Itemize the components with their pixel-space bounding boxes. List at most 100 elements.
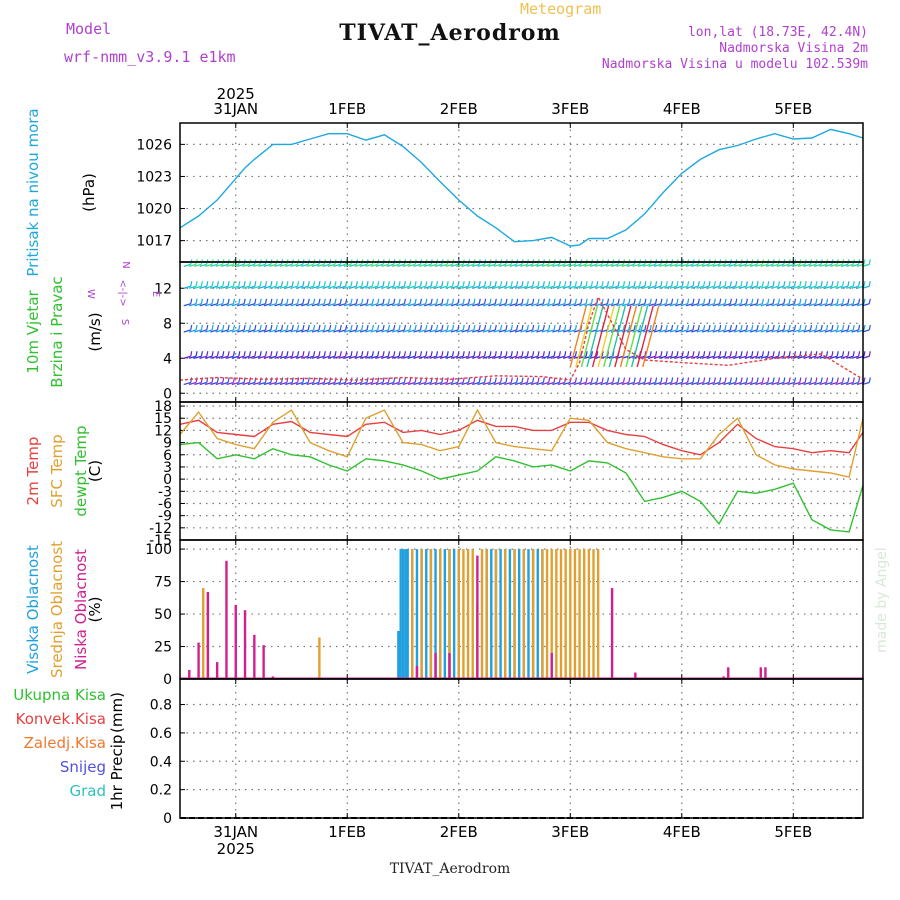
- wind-barb-flag: [489, 324, 492, 331]
- y-tick-label: -12: [149, 521, 172, 537]
- bottom-date-label: 4FEB: [663, 823, 701, 841]
- wind-barb-flag: [713, 377, 716, 383]
- wind-barb-flag: [200, 298, 203, 304]
- clouds-panel: 0 25 50 75 100 Visoka Oblacnost Srednja Oblacn…: [24, 539, 864, 688]
- wind-barb: [215, 329, 223, 333]
- wind-barb: [220, 329, 229, 333]
- wind-barb: [370, 263, 378, 267]
- cloud-bar: [243, 610, 247, 679]
- wind-barb: [472, 263, 480, 267]
- wind-barb-flag: [628, 377, 631, 383]
- wind-barb-flag: [537, 298, 540, 304]
- wind-barb: [664, 263, 672, 267]
- cloud-bar: [513, 549, 516, 679]
- wind-barb-flag: [329, 281, 332, 287]
- wind-barb: [691, 329, 699, 333]
- wind-barb-flag: [601, 351, 604, 357]
- wind-barb-flag: [500, 351, 503, 357]
- wind-barb-flag: [719, 298, 722, 304]
- wind-barb-flag: [617, 281, 620, 287]
- wind-barb-flag: [783, 281, 786, 287]
- wind-barb-flag: [697, 298, 700, 304]
- wind-barb-flag: [430, 324, 433, 331]
- wind-barb: [739, 355, 747, 359]
- cloud-bar: [527, 549, 530, 679]
- cloud-bar: [457, 549, 460, 679]
- wind-barb: [231, 381, 239, 386]
- wind-barb: [450, 263, 459, 267]
- wind-barb: [354, 381, 362, 386]
- wind-barb-flag: [628, 324, 631, 331]
- wind-barb-flag: [638, 298, 642, 304]
- wind-barb: [562, 329, 571, 333]
- wind-barb: [466, 355, 475, 359]
- wind-barb: [685, 381, 694, 386]
- wind-barb: [445, 263, 453, 267]
- wind-barb: [423, 381, 432, 386]
- wind-barb-flag: [409, 324, 412, 331]
- wind-barb-flag: [473, 324, 476, 331]
- wind-barb-flag: [516, 281, 519, 287]
- wind-barb-flag: [633, 324, 636, 331]
- wind-barb-flag: [419, 351, 423, 357]
- wind-barb: [803, 355, 811, 359]
- wind-barb-flag: [484, 281, 487, 287]
- wind-barb-flag: [532, 351, 535, 357]
- cloud-bar: [490, 549, 493, 679]
- wind-barb: [819, 381, 827, 386]
- wind-barb: [381, 263, 389, 267]
- bottom-date-label: 31JAN: [213, 823, 258, 841]
- wind-barb-flag: [799, 324, 802, 331]
- wind-barb-flag: [740, 324, 743, 331]
- wind-barb: [306, 263, 314, 267]
- location-info: lon,lat (18.73E, 42.4N): [687, 25, 868, 40]
- y-axis-label: (mm): [108, 692, 126, 733]
- wind-barb: [188, 263, 197, 267]
- wind-barb: [397, 263, 405, 267]
- wind-barb-flag: [852, 324, 855, 331]
- wind-barb: [498, 329, 507, 333]
- wind-barb-flag: [403, 351, 407, 357]
- wind-barb-flag: [494, 281, 497, 287]
- wind-barb: [525, 355, 533, 359]
- direction-key-label: N: [120, 261, 131, 268]
- wind-barb: [739, 263, 747, 267]
- wind-barb: [669, 381, 678, 386]
- wind-barb: [498, 285, 507, 289]
- wind-barb-flag: [280, 281, 284, 287]
- wind-barb: [236, 381, 245, 386]
- y-tick-label: 1017: [136, 234, 172, 250]
- wind-barb-flag: [841, 351, 845, 357]
- wind-barb: [744, 381, 752, 386]
- wind-barb: [183, 285, 191, 289]
- wind-barb: [509, 263, 517, 267]
- wind-barb: [643, 285, 651, 289]
- wind-barb-flag: [681, 324, 684, 331]
- wind-barb: [691, 355, 699, 359]
- wind-barb-flag: [708, 298, 711, 304]
- wind-barb: [327, 285, 336, 289]
- wind-barb-flag: [323, 281, 326, 287]
- wind-barb-flag: [494, 351, 497, 357]
- wind-barb: [226, 381, 234, 386]
- wind-barb-flag: [863, 298, 866, 304]
- wind-barb: [685, 303, 694, 307]
- wind-barb-flag: [259, 298, 262, 304]
- wind-barb: [482, 303, 491, 307]
- wind-barb-flag: [366, 281, 369, 287]
- y-axis-label: (C): [86, 460, 104, 482]
- wind-barb-flag: [799, 281, 802, 287]
- wind-barb: [482, 263, 491, 267]
- wind-barb-flag: [601, 281, 604, 287]
- wind-barb-flag: [280, 324, 284, 331]
- wind-barb-flag: [756, 324, 759, 331]
- wind-barb: [546, 381, 555, 386]
- wind-barb: [263, 329, 272, 333]
- wind-barb: [605, 263, 613, 267]
- wind-barb: [354, 263, 362, 267]
- wind-barb: [274, 355, 282, 359]
- wind-barb-flag: [329, 377, 332, 383]
- wind-barb: [712, 329, 720, 333]
- wind-barb: [183, 329, 191, 333]
